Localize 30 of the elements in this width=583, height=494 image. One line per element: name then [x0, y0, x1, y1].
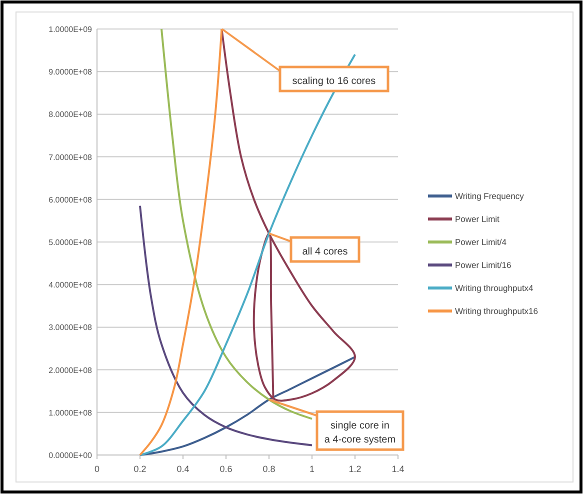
legend-label: Writing Frequency: [455, 191, 525, 201]
legend-label: Writing throughputx16: [455, 306, 538, 316]
annotation: scaling to 16 cores: [292, 76, 376, 87]
x-tick-label: 1.2: [348, 464, 362, 474]
y-tick-label: 7.0000E+08: [48, 152, 93, 162]
annotation: single core in a 4-core system: [324, 420, 396, 446]
x-tick-label: 0.2: [134, 464, 146, 474]
x-tick-label: 0: [94, 464, 100, 474]
x-tick-label: 1.4: [392, 464, 404, 474]
y-tick-label: 1.0000E+08: [48, 408, 93, 418]
y-tick-label: 9.0000E+08: [48, 68, 93, 77]
y-tick-label: 6.0000E+08: [48, 195, 93, 204]
x-tick-label: 0.8: [262, 464, 276, 474]
line-series: [139, 28, 223, 456]
y-tick-label: 2.0000E+08: [48, 366, 93, 375]
y-tick-label: 0.0000E+00: [48, 451, 93, 460]
y-tick-label: 1.0000E+09: [48, 25, 93, 34]
y-tick-label: 4.0000E+08: [48, 280, 93, 290]
legend-label: Power Limit/4: [455, 237, 507, 247]
y-tick-label: 8.0000E+08: [48, 110, 93, 120]
legend-label: Power Limit: [455, 214, 500, 224]
legend-label: Power Limit/16: [455, 260, 512, 270]
y-tick-label: 5.0000E+08: [48, 238, 93, 247]
x-tick-label: 1: [309, 464, 315, 474]
y-tick-label: 3.0000E+08: [48, 323, 93, 332]
x-tick-label: 0.6: [220, 464, 232, 474]
line-series: [139, 204, 313, 446]
x-tick-label: 0.4: [176, 464, 190, 474]
annotation: all 4 cores: [302, 246, 348, 258]
legend-label: Writing throughputx4: [455, 283, 534, 293]
